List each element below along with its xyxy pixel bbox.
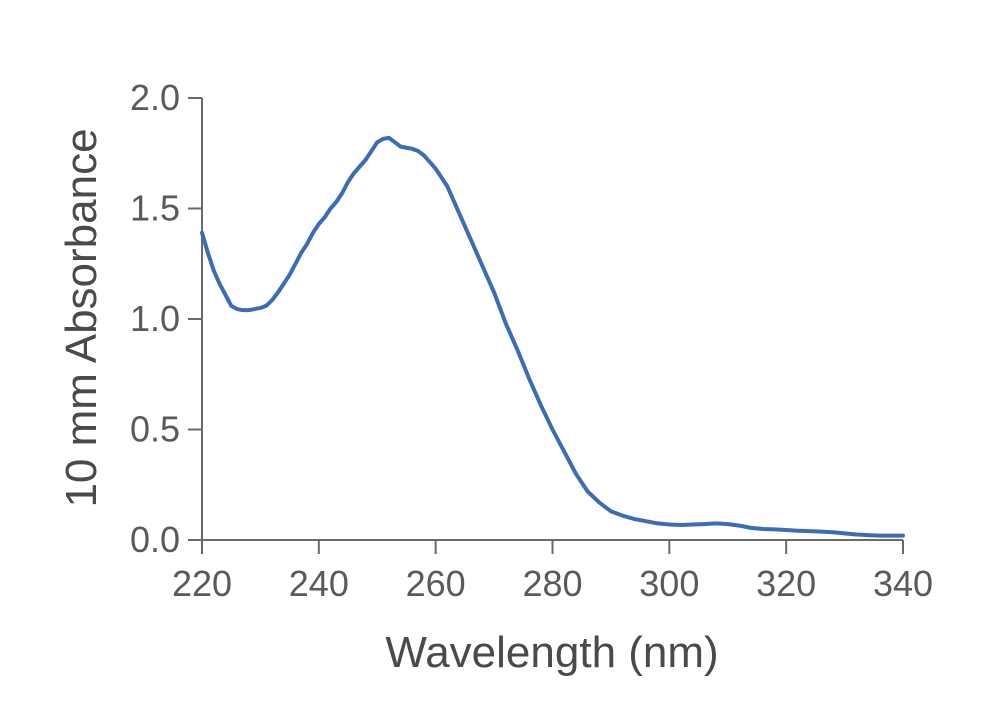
absorbance-series-line bbox=[200, 135, 905, 538]
y-tick-label: 0.5 bbox=[130, 409, 180, 450]
y-axis-title: 10 mm Absorbance bbox=[57, 128, 106, 507]
y-tick-label: 2.0 bbox=[130, 77, 180, 118]
x-tick-label: 320 bbox=[756, 563, 816, 604]
y-tick-label: 1.0 bbox=[130, 298, 180, 339]
y-tick-label: 0.0 bbox=[130, 519, 180, 560]
y-tick-label: 1.5 bbox=[130, 188, 180, 229]
x-tick-label: 220 bbox=[172, 563, 232, 604]
x-tick-label: 280 bbox=[522, 563, 582, 604]
x-tick-label: 340 bbox=[873, 563, 933, 604]
series-layer bbox=[200, 135, 905, 538]
y-axis: 0.0 0.5 1.0 1.5 2.0 bbox=[130, 77, 203, 560]
x-axis: 220 240 260 280 300 320 340 bbox=[172, 539, 933, 604]
x-tick-label: 300 bbox=[639, 563, 699, 604]
x-axis-title: Wavelength (nm) bbox=[385, 628, 718, 677]
x-tick-label: 260 bbox=[406, 563, 466, 604]
x-tick-label: 240 bbox=[289, 563, 349, 604]
